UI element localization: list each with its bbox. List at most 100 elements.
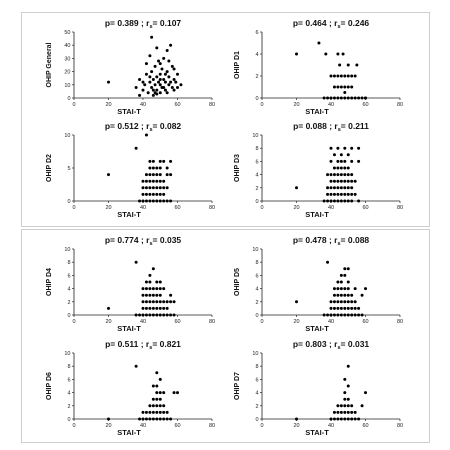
data-point — [339, 280, 343, 284]
data-point — [148, 54, 152, 58]
data-point — [341, 52, 345, 56]
data-point — [350, 306, 354, 310]
data-point — [343, 74, 347, 78]
y-tick-label: 0 — [67, 199, 70, 205]
y-tick-label: 2 — [255, 300, 258, 306]
data-point — [350, 96, 354, 100]
data-point — [357, 199, 361, 203]
data-point — [148, 417, 152, 421]
data-point — [350, 173, 354, 177]
data-point — [167, 75, 171, 79]
data-point — [346, 364, 350, 368]
data-point — [158, 179, 162, 183]
data-point — [295, 300, 298, 304]
data-point — [141, 179, 145, 183]
y-tick-label: 0 — [67, 96, 70, 102]
data-point — [141, 306, 145, 310]
data-point — [151, 313, 155, 317]
data-point — [332, 186, 336, 190]
data-point — [339, 159, 343, 163]
x-axis-label: STAI-T — [305, 324, 329, 333]
x-tick-label: 60 — [174, 319, 180, 325]
data-point — [350, 313, 354, 317]
data-point — [332, 153, 336, 157]
y-axis-label: OHIP D6 — [46, 372, 53, 400]
data-point — [346, 267, 350, 271]
data-point — [336, 192, 340, 196]
data-point — [158, 417, 162, 421]
data-point — [346, 199, 350, 203]
data-point — [150, 35, 154, 39]
data-point — [153, 83, 157, 87]
data-point — [169, 173, 173, 177]
y-tick-label: 10 — [64, 351, 70, 357]
data-point — [172, 313, 176, 317]
data-point — [343, 404, 347, 408]
data-point — [144, 72, 148, 76]
data-point — [155, 173, 159, 177]
data-point — [138, 199, 142, 203]
y-tick-label: 8 — [67, 260, 70, 266]
data-point — [329, 74, 333, 78]
data-point — [155, 306, 159, 310]
data-point — [172, 88, 176, 92]
data-point — [155, 397, 159, 401]
data-point — [155, 166, 159, 170]
data-point — [350, 300, 354, 304]
data-point — [357, 159, 361, 163]
data-point — [144, 410, 148, 414]
y-axis-label: OHIP D3 — [234, 154, 241, 182]
y-tick-label: 0 — [255, 199, 258, 205]
data-point — [339, 153, 343, 157]
data-point — [339, 166, 343, 170]
scatter-svg: p= 0.803 ; rs= 0.031 0 2 4 6 8 10 0 20 40 60 80 STAI… — [234, 339, 403, 437]
data-point — [332, 293, 336, 297]
figure-panel-top — [21, 12, 430, 227]
data-point — [165, 186, 169, 190]
data-point — [162, 85, 166, 89]
chart-title: p= 0.512 ; rs= 0.082 — [105, 121, 182, 133]
data-point — [346, 186, 350, 190]
data-point — [162, 417, 166, 421]
data-point — [339, 313, 343, 317]
data-point — [107, 173, 110, 177]
scatter-ohip-d3: p= 0.088 ; rs= 0.211 0 2 4 6 8 10 0 20 40 60 80 STAI… — [228, 119, 408, 224]
data-point — [357, 306, 361, 310]
x-tick-label: 60 — [362, 102, 368, 108]
scatter-ohip-d4: p= 0.774 ; rs= 0.035 0 2 4 6 8 10 0 20 40 60 80 STAI… — [40, 233, 220, 338]
data-point — [353, 287, 357, 291]
data-point — [141, 410, 145, 414]
x-tick-label: 0 — [72, 102, 75, 108]
data-point — [155, 300, 159, 304]
data-point — [165, 306, 169, 310]
data-point — [355, 63, 359, 67]
data-point — [151, 199, 155, 203]
data-point — [155, 410, 159, 414]
y-tick-label: 6 — [67, 273, 70, 279]
data-point — [151, 384, 155, 388]
data-point — [329, 179, 333, 183]
data-point — [167, 83, 171, 87]
data-point — [329, 306, 333, 310]
chart-title: p= 0.478 ; rs= 0.088 — [293, 235, 370, 247]
scatter-ohip-d1: p= 0.464 ; rs= 0.246 0 2 4 6 0 20 40 60 80 STAI-T O… — [228, 16, 408, 121]
y-tick-label: 10 — [64, 83, 70, 89]
data-point — [162, 300, 166, 304]
data-point — [176, 85, 179, 89]
data-point — [163, 80, 167, 84]
data-point — [332, 85, 336, 89]
data-point — [343, 146, 347, 150]
data-point — [343, 410, 347, 414]
data-point — [151, 179, 155, 183]
x-tick-label: 0 — [72, 423, 75, 429]
data-point — [346, 63, 350, 67]
data-point — [169, 43, 173, 47]
data-point — [157, 80, 161, 84]
data-point — [165, 417, 169, 421]
data-point — [336, 166, 340, 170]
data-point — [343, 313, 347, 317]
data-point — [346, 293, 350, 297]
data-point — [339, 404, 343, 408]
data-point — [151, 186, 155, 190]
data-point — [336, 74, 340, 78]
